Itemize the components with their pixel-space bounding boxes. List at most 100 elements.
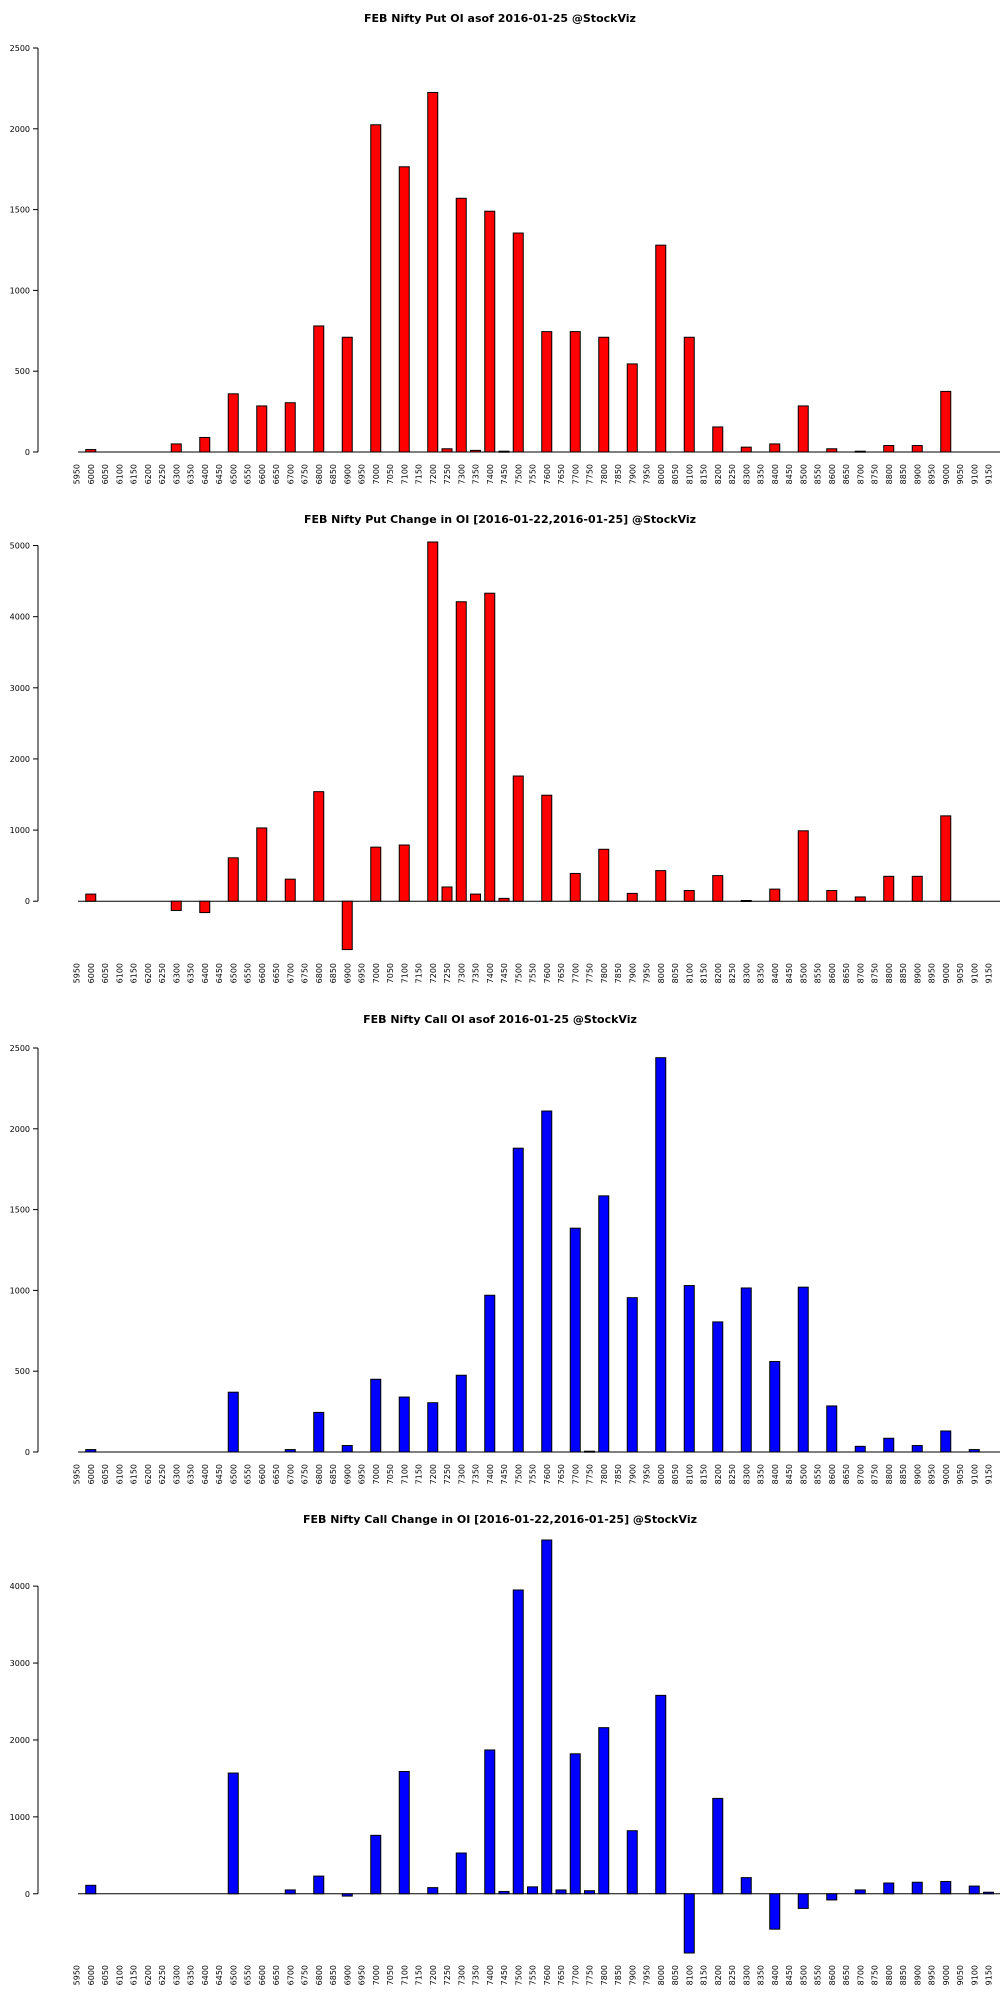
x-tick-label: 8000 — [657, 963, 666, 983]
x-tick-label: 6700 — [286, 464, 295, 484]
x-tick-label: 7100 — [400, 1965, 409, 1985]
bar-8600 — [826, 448, 838, 453]
x-tick-label: 7900 — [628, 963, 637, 983]
y-tick-label: 2000 — [10, 125, 30, 134]
x-tick-label: 8800 — [885, 1965, 894, 1985]
x-tick-label: 8700 — [856, 464, 865, 484]
x-tick-label: 8400 — [771, 1965, 780, 1985]
x-tick-label: 7600 — [543, 464, 552, 484]
x-tick-label: 6500 — [229, 1464, 238, 1484]
put-change-oi-panel: FEB Nifty Put Change in OI [2016-01-22,2… — [10, 513, 1000, 983]
x-tick-label: 7750 — [586, 464, 595, 484]
x-tick-label: 6500 — [229, 464, 238, 484]
bar-6500 — [227, 1772, 239, 1895]
bar-7700 — [569, 1753, 581, 1895]
x-tick-label: 8700 — [856, 963, 865, 983]
x-tick-label: 6350 — [187, 464, 196, 484]
x-tick-label: 6900 — [343, 464, 352, 484]
y-tick-label: 2500 — [10, 44, 30, 53]
x-tick-label: 7000 — [372, 464, 381, 484]
x-tick-label: 6050 — [101, 963, 110, 983]
bar-8900 — [911, 1881, 923, 1895]
put-oi-panel: FEB Nifty Put OI asof 2016-01-25 @StockV… — [10, 12, 1000, 484]
x-tick-label: 6000 — [87, 1464, 96, 1484]
x-tick-label: 8750 — [871, 1965, 880, 1985]
x-tick-label: 8900 — [913, 464, 922, 484]
x-tick-label: 6300 — [172, 1464, 181, 1484]
x-tick-label: 6650 — [272, 963, 281, 983]
y-tick-label: 1000 — [10, 1286, 30, 1295]
x-tick-label: 7350 — [472, 963, 481, 983]
x-tick-label: 9100 — [970, 1965, 979, 1985]
bar-7900 — [626, 363, 638, 453]
x-tick-label: 8450 — [785, 1965, 794, 1985]
x-tick-label: 8150 — [700, 1464, 709, 1484]
bar-6800 — [313, 791, 325, 902]
x-tick-label: 7150 — [415, 464, 424, 484]
x-tick-label: 8150 — [700, 963, 709, 983]
bar-6500 — [227, 393, 239, 453]
bar-6000 — [85, 893, 97, 902]
bar-8300 — [740, 446, 752, 453]
x-tick-label: 6750 — [301, 963, 310, 983]
x-tick-label: 5950 — [73, 963, 82, 983]
x-tick-label: 8150 — [700, 464, 709, 484]
bar-8100 — [683, 890, 695, 902]
bar-8500 — [797, 830, 809, 902]
x-tick-label: 7750 — [586, 963, 595, 983]
bar-8800 — [883, 445, 895, 453]
x-tick-label: 6850 — [329, 963, 338, 983]
bar-8200 — [712, 1797, 724, 1895]
y-tick-label: 1000 — [10, 1813, 30, 1822]
x-tick-label: 7200 — [429, 464, 438, 484]
bar-8000 — [655, 1694, 667, 1895]
x-tick-label: 8150 — [700, 1965, 709, 1985]
x-tick-label: 7600 — [543, 963, 552, 983]
bar-7600 — [541, 794, 553, 902]
x-tick-label: 7550 — [529, 1965, 538, 1985]
x-tick-label: 7200 — [429, 963, 438, 983]
x-tick-label: 6800 — [315, 1464, 324, 1484]
bar-7450 — [498, 1890, 510, 1895]
x-tick-label: 7050 — [386, 963, 395, 983]
bar-7800 — [598, 848, 610, 902]
x-tick-label: 6450 — [215, 1965, 224, 1985]
x-tick-label: 7400 — [486, 464, 495, 484]
x-tick-label: 8600 — [828, 963, 837, 983]
x-tick-label: 7100 — [400, 963, 409, 983]
bar-8200 — [712, 875, 724, 902]
bar-7700 — [569, 331, 581, 453]
x-tick-label: 8300 — [742, 464, 751, 484]
x-tick-label: 8600 — [828, 1965, 837, 1985]
x-tick-label: 7400 — [486, 963, 495, 983]
x-tick-label: 6450 — [215, 1464, 224, 1484]
x-tick-label: 9150 — [985, 1464, 994, 1484]
bar-6600 — [256, 405, 268, 453]
x-tick-label: 6750 — [301, 1965, 310, 1985]
x-tick-label: 7150 — [415, 963, 424, 983]
bar-8800 — [883, 1882, 895, 1895]
x-tick-label: 6950 — [358, 963, 367, 983]
x-tick-label: 6400 — [201, 1464, 210, 1484]
bar-8900 — [911, 1445, 923, 1453]
x-tick-label: 6150 — [130, 1965, 139, 1985]
x-tick-label: 7050 — [386, 1965, 395, 1985]
x-tick-label: 8300 — [742, 1464, 751, 1484]
x-tick-label: 8950 — [928, 1965, 937, 1985]
x-tick-label: 6400 — [201, 963, 210, 983]
chart-title: FEB Nifty Put OI asof 2016-01-25 @StockV… — [364, 12, 636, 25]
x-tick-label: 7850 — [614, 1464, 623, 1484]
x-tick-label: 6050 — [101, 1464, 110, 1484]
x-tick-label: 8500 — [799, 1965, 808, 1985]
bar-7800 — [598, 336, 610, 453]
bar-6500 — [227, 857, 239, 902]
x-tick-label: 7650 — [557, 963, 566, 983]
x-tick-label: 7450 — [500, 464, 509, 484]
x-tick-label: 7250 — [443, 1464, 452, 1484]
chart-title: FEB Nifty Put Change in OI [2016-01-22,2… — [304, 513, 696, 526]
bar-7100 — [398, 844, 410, 902]
bar-6900 — [341, 900, 353, 951]
bar-8100 — [683, 336, 695, 453]
x-tick-label: 7850 — [614, 1965, 623, 1985]
bar-6900 — [341, 336, 353, 453]
